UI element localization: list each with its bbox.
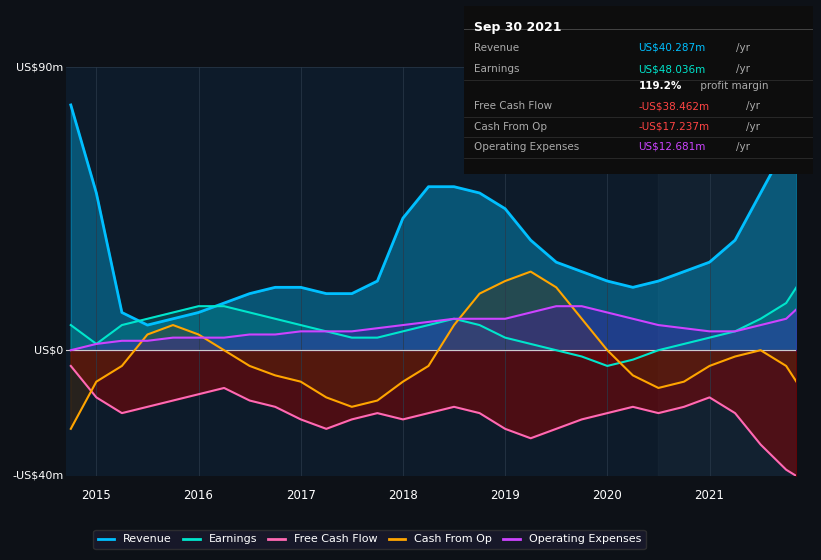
- Text: /yr: /yr: [736, 43, 750, 53]
- Text: 2015: 2015: [81, 488, 111, 502]
- Text: Free Cash Flow: Free Cash Flow: [475, 101, 553, 111]
- Text: Cash From Op: Cash From Op: [475, 122, 548, 132]
- Text: 2019: 2019: [490, 488, 520, 502]
- Text: Earnings: Earnings: [475, 64, 520, 74]
- Text: US$12.681m: US$12.681m: [639, 142, 706, 152]
- Legend: Revenue, Earnings, Free Cash Flow, Cash From Op, Operating Expenses: Revenue, Earnings, Free Cash Flow, Cash …: [94, 530, 645, 549]
- Text: 2017: 2017: [286, 488, 315, 502]
- Text: /yr: /yr: [745, 122, 759, 132]
- Text: US$48.036m: US$48.036m: [639, 64, 705, 74]
- Text: -US$17.237m: -US$17.237m: [639, 122, 709, 132]
- Text: /yr: /yr: [736, 64, 750, 74]
- Text: /yr: /yr: [745, 101, 759, 111]
- Text: US$90m: US$90m: [16, 62, 64, 72]
- Text: Sep 30 2021: Sep 30 2021: [475, 21, 562, 34]
- Text: -US$40m: -US$40m: [12, 471, 64, 481]
- Text: 119.2%: 119.2%: [639, 81, 681, 91]
- Text: Revenue: Revenue: [475, 43, 520, 53]
- Text: 2021: 2021: [695, 488, 724, 502]
- Text: 2016: 2016: [184, 488, 213, 502]
- Text: /yr: /yr: [736, 142, 750, 152]
- Text: profit margin: profit margin: [697, 81, 768, 91]
- Text: Operating Expenses: Operating Expenses: [475, 142, 580, 152]
- Text: 2020: 2020: [593, 488, 622, 502]
- Bar: [658, 67, 796, 476]
- Text: 2018: 2018: [388, 488, 418, 502]
- Text: US$40.287m: US$40.287m: [639, 43, 705, 53]
- Text: -US$38.462m: -US$38.462m: [639, 101, 709, 111]
- Text: US$0: US$0: [34, 345, 64, 355]
